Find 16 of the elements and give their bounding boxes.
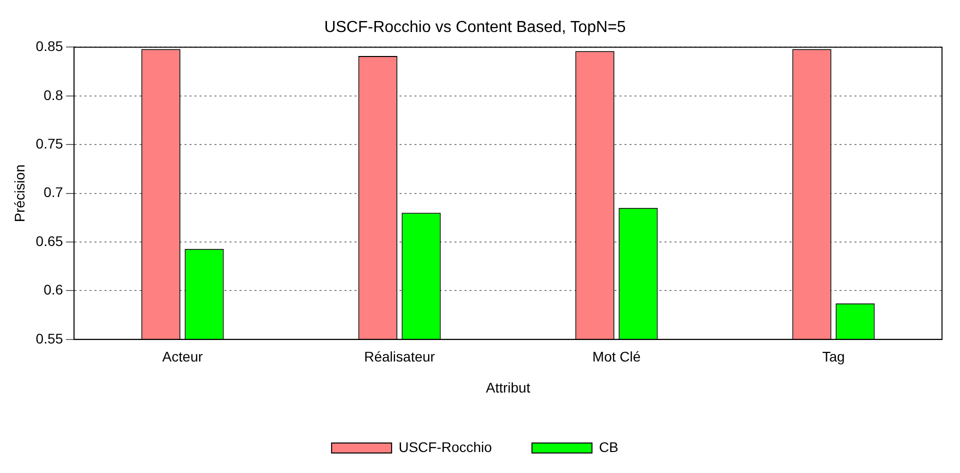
- y-tick-label: 0.6: [44, 282, 64, 298]
- x-tick-label: Réalisateur: [364, 348, 436, 365]
- chart-title: USCF-Rocchio vs Content Based, TopN=5: [324, 19, 626, 36]
- x-tick-label: Tag: [822, 348, 845, 365]
- y-tick-label: 0.65: [36, 232, 64, 249]
- y-tick-label: 0.85: [36, 38, 64, 54]
- legend-label: USCF-Rocchio: [398, 438, 492, 455]
- y-tick-label: 0.55: [36, 330, 64, 346]
- y-tick-label: 0.7: [44, 184, 64, 200]
- x-tick-label: Acteur: [162, 348, 204, 365]
- x-axis-title: Attribut: [486, 379, 530, 396]
- x-tick-label: Mot Clé: [592, 348, 641, 365]
- y-axis-title: Précision: [11, 164, 28, 222]
- legend-label: CB: [598, 438, 618, 455]
- y-tick-label: 0.75: [36, 135, 64, 152]
- y-tick-label: 0.8: [44, 86, 64, 103]
